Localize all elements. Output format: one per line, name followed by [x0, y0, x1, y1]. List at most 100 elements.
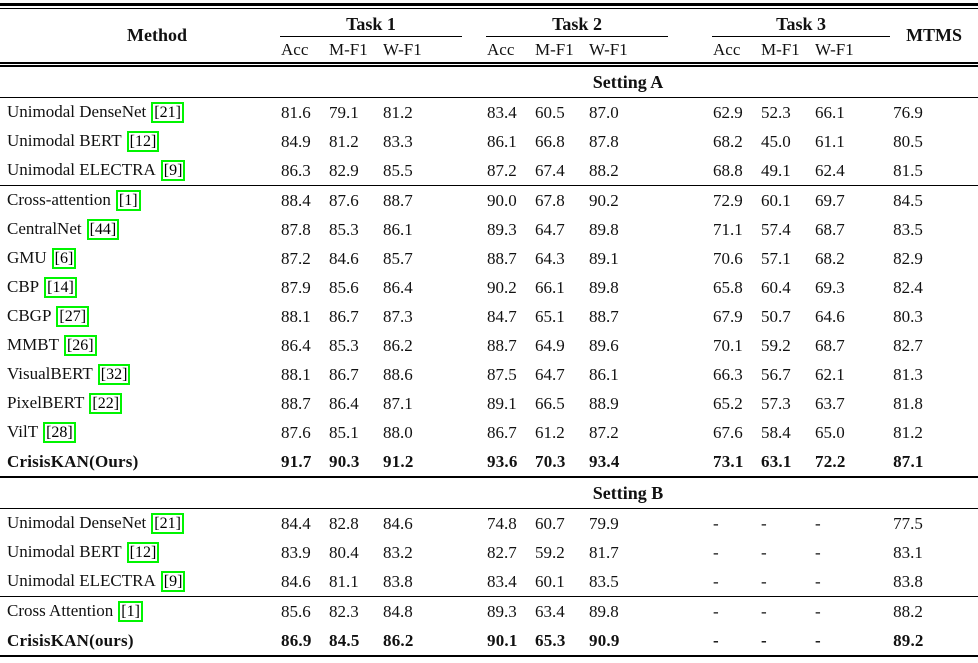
- task3-wf1-value: -: [815, 513, 821, 533]
- mtms-value: 80.5: [893, 131, 923, 151]
- citation-link[interactable]: [28]: [43, 422, 76, 443]
- task2-mf1-header: M-F1: [535, 39, 574, 59]
- task2-acc-value: 82.7: [487, 542, 517, 562]
- citation-link[interactable]: [1]: [118, 601, 143, 622]
- citation-link[interactable]: [12]: [126, 131, 160, 152]
- method-name: CentralNet: [7, 219, 82, 238]
- task2-group-header: Task 2: [486, 14, 669, 37]
- method-name: CBGP: [7, 306, 52, 325]
- task1-mf1-value: 86.7: [329, 306, 359, 326]
- task2-wf1-value: 88.2: [589, 160, 619, 180]
- task2-mf1-value: 64.3: [535, 248, 565, 268]
- citation-link[interactable]: [9]: [160, 160, 186, 181]
- method-name: Cross-attention: [7, 190, 111, 209]
- task2-mf1-value: 70.3: [535, 451, 566, 471]
- task2-wf1-value: 89.6: [589, 335, 619, 355]
- table-row: CrisisKAN(Ours) 91.7 90.3 91.2 93.6 70.3…: [0, 447, 978, 477]
- citation-link[interactable]: [22]: [89, 393, 123, 414]
- mtms-value: 83.8: [893, 571, 923, 591]
- method-name: Unimodal ELECTRA: [7, 571, 156, 590]
- task3-mf1-value: 60.1: [758, 185, 813, 215]
- table-row: VisualBERT [32] 88.1 86.7 88.6 87.5 64.7 …: [0, 360, 978, 389]
- task2-acc-value: 93.6: [487, 451, 518, 471]
- table-row: Unimodal DenseNet [21] 84.4 82.8 84.6 74.…: [0, 509, 978, 539]
- task1-mf1-value: 85.3: [329, 219, 359, 239]
- citation-link[interactable]: [26]: [63, 335, 97, 356]
- task1-wf1-value: 87.3: [383, 306, 413, 326]
- table-row: CrisisKAN(ours) 86.9 84.5 86.2 90.1 65.3…: [0, 626, 978, 656]
- task3-acc-value: 68.8: [713, 160, 743, 180]
- task2-wf1-value: 93.4: [589, 451, 620, 471]
- task3-mf1-value: 57.3: [761, 393, 791, 413]
- method-name: CrisisKAN(Ours): [7, 451, 139, 471]
- mtms-value: 81.2: [893, 422, 923, 442]
- header-row-metrics: Acc M-F1 W-F1 Acc M-F1 W-F1 Acc M-F1 W-F…: [0, 37, 978, 65]
- mtms-value: 82.4: [893, 277, 923, 297]
- method-name: Unimodal BERT: [7, 542, 122, 561]
- mtms-value: 81.5: [893, 160, 923, 180]
- task1-acc-header: Acc: [281, 39, 309, 59]
- citation-link[interactable]: [1]: [115, 190, 141, 211]
- task1-wf1-value: 88.0: [383, 422, 413, 442]
- table-row: Unimodal BERT [12] 84.9 81.2 83.3 86.1 66…: [0, 127, 978, 156]
- task3-mf1-value: 58.4: [761, 422, 791, 442]
- task2-wf1-value: 89.8: [589, 277, 619, 297]
- citation-link[interactable]: [6]: [51, 248, 77, 269]
- task2-acc-value: 90.1: [487, 630, 518, 650]
- task2-mf1-value: 59.2: [535, 542, 565, 562]
- task3-wf1-value: 64.6: [815, 306, 845, 326]
- task2-wf1-value: 89.8: [589, 219, 619, 239]
- task1-mf1-value: 82.3: [326, 596, 380, 626]
- task1-mf1-value: 81.2: [329, 131, 359, 151]
- citation-link[interactable]: [27]: [56, 306, 90, 327]
- citation-link[interactable]: [21]: [151, 513, 184, 534]
- section-band-row: Setting B: [0, 476, 978, 509]
- task1-wf1-value: 86.1: [383, 219, 413, 239]
- task2-acc-value: 88.7: [487, 335, 517, 355]
- task1-wf1-header: W-F1: [383, 39, 422, 59]
- task2-wf1-value: 88.9: [589, 393, 619, 413]
- task3-mf1-value: 63.1: [761, 451, 792, 471]
- mtms-value: 80.3: [893, 306, 923, 326]
- task1-wf1-value: 84.8: [380, 596, 484, 626]
- citation-link[interactable]: [14]: [44, 277, 77, 298]
- task1-wf1-value: 85.7: [383, 248, 413, 268]
- task3-acc-value: 67.9: [713, 306, 743, 326]
- task2-mf1-value: 65.3: [535, 630, 566, 650]
- task2-wf1-value: 90.9: [589, 630, 620, 650]
- method-name: CrisisKAN(ours): [7, 630, 134, 650]
- task3-acc-value: -: [713, 630, 719, 650]
- citation-link[interactable]: [44]: [86, 219, 120, 240]
- task3-mf1-value: 57.4: [761, 219, 791, 239]
- task1-mf1-value: 86.7: [329, 364, 359, 384]
- citation-link[interactable]: [32]: [97, 364, 131, 385]
- task1-wf1-value: 83.3: [383, 131, 413, 151]
- task2-wf1-value: 87.8: [589, 131, 619, 151]
- task2-acc-value: 84.7: [487, 306, 517, 326]
- task2-wf1-value: 79.9: [589, 513, 619, 533]
- task3-wf1-value: -: [815, 542, 821, 562]
- task3-wf1-header: W-F1: [815, 39, 854, 59]
- task3-acc-value: -: [713, 513, 719, 533]
- table-row: Unimodal DenseNet [21] 81.6 79.1 81.2 83.…: [0, 98, 978, 128]
- method-name: PixelBERT: [7, 393, 85, 412]
- table-row: Unimodal BERT [12] 83.9 80.4 83.2 82.7 59…: [0, 538, 978, 567]
- task3-acc-value: 65.2: [713, 393, 743, 413]
- mtms-value: 83.5: [893, 219, 923, 239]
- mtms-value: 77.5: [893, 513, 923, 533]
- task1-mf1-value: 79.1: [329, 102, 359, 122]
- task2-acc-value: 90.0: [484, 185, 532, 215]
- task1-acc-value: 86.3: [281, 160, 311, 180]
- method-name: Unimodal DenseNet: [7, 102, 147, 121]
- task1-wf1-value: 87.1: [383, 393, 413, 413]
- citation-link[interactable]: [9]: [160, 571, 186, 592]
- citation-link[interactable]: [12]: [126, 542, 160, 563]
- task2-acc-value: 74.8: [487, 513, 517, 533]
- method-name: Unimodal BERT: [7, 131, 122, 150]
- citation-link[interactable]: [21]: [151, 102, 184, 123]
- method-name: GMU: [7, 248, 47, 267]
- task2-mf1-value: 63.4: [532, 596, 586, 626]
- task3-wf1-value: 68.7: [815, 335, 845, 355]
- task3-acc-value: 73.1: [713, 451, 744, 471]
